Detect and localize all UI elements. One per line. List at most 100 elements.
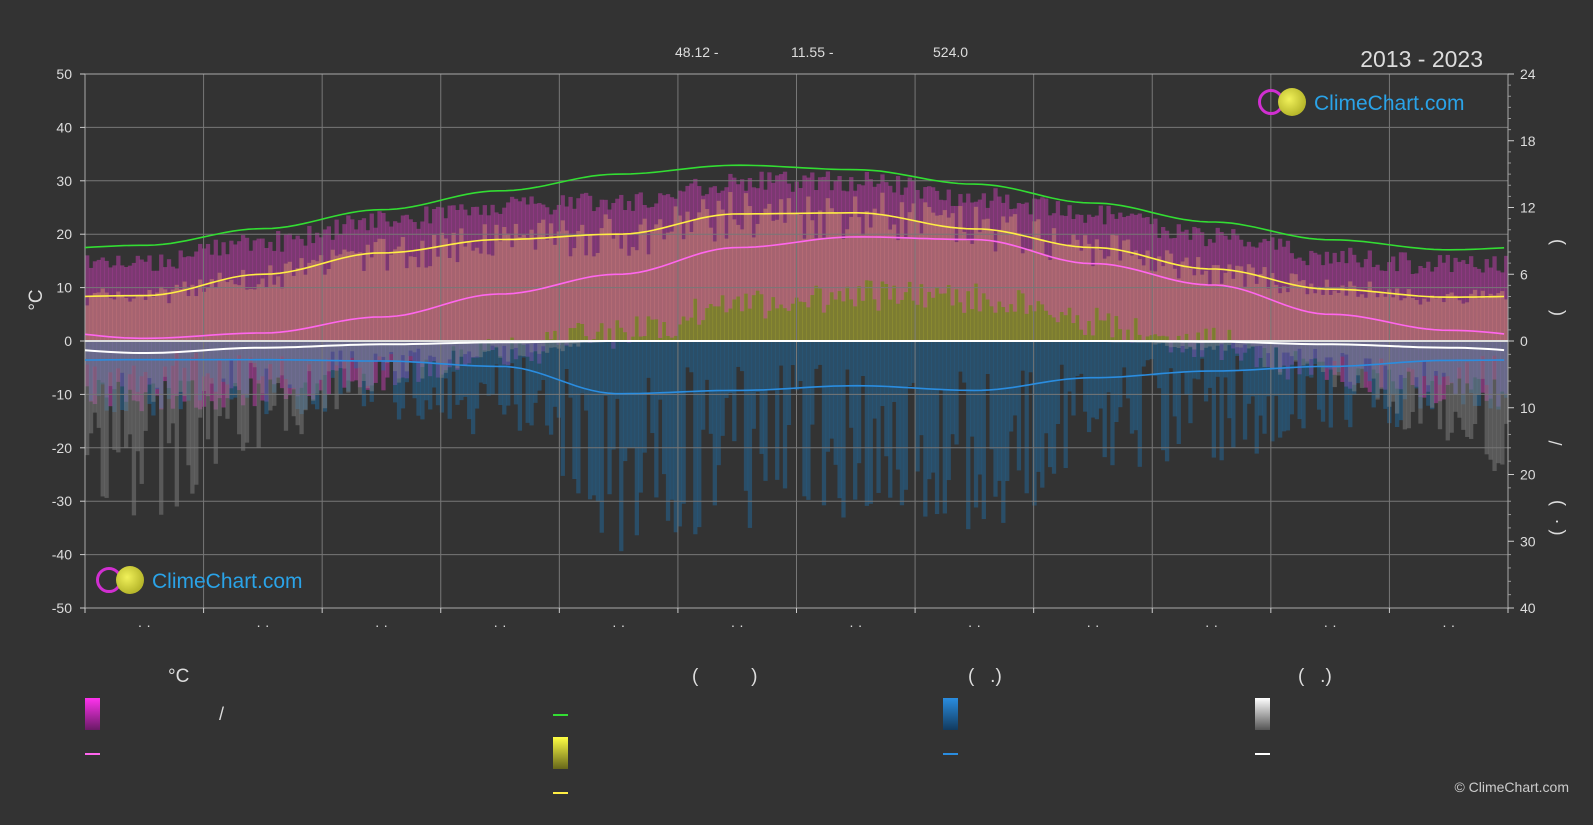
precip-day-bar [1496, 341, 1501, 410]
legend-daylight-line [553, 714, 568, 716]
temp-day-bar [264, 247, 269, 402]
temp-day-bar [1383, 270, 1388, 390]
temp-day-bar [1114, 218, 1119, 317]
sunshine-day-bar [1211, 265, 1217, 341]
precip-day-bar [1047, 341, 1053, 468]
sunshine-day-bar [1410, 297, 1415, 341]
precip-day-bar [1313, 341, 1318, 365]
temp-day-bar [611, 202, 616, 349]
precip-day-bar [1375, 341, 1380, 398]
temp-day-bar [962, 202, 967, 313]
temp-day-bar [1426, 261, 1431, 392]
snow-day-bar [1301, 341, 1306, 366]
temp-day-bar [139, 259, 144, 412]
precip-day-bar [1020, 341, 1025, 371]
temp-day-bar [942, 200, 947, 294]
precip-day-bar [1086, 341, 1092, 433]
temp-day-bar [1055, 201, 1061, 323]
temp-day-bar [521, 197, 526, 345]
temp-day-bar [1110, 214, 1115, 338]
precip-day-bar [950, 341, 955, 435]
sunshine-day-bar [330, 249, 335, 341]
precip-day-bar [931, 341, 936, 473]
sunshine-day-bar [1094, 239, 1100, 341]
temp-day-bar [350, 219, 355, 382]
temp-day-bar [1262, 238, 1267, 348]
snow-day-bar [1445, 341, 1450, 441]
snow-day-bar [1348, 341, 1353, 382]
right-axis-tick-label: 18 [1520, 133, 1536, 149]
precip-day-bar [1149, 341, 1154, 360]
daylight-line [84, 164, 1505, 251]
logo-top[interactable]: ClimeChart.com [1258, 88, 1465, 119]
temp-day-bar [213, 239, 218, 410]
precip-day-bar [1441, 341, 1447, 377]
x-axis-tick-label: · · [612, 617, 625, 633]
precip-day-bar [747, 341, 753, 528]
temp-day-bar [1032, 198, 1037, 312]
temp-day-bar [782, 171, 788, 309]
precip-day-bar [876, 341, 881, 493]
logo-text: ClimeChart.com [1314, 92, 1465, 115]
snow-day-bar [1383, 341, 1388, 366]
temp-day-bar [435, 206, 441, 378]
temp-day-bar [1005, 194, 1010, 313]
precip-day-bar [1449, 341, 1454, 383]
precip-day-bar [1394, 341, 1400, 428]
snow-day-bar [170, 341, 176, 424]
snow-day-bar [1375, 341, 1380, 400]
precip-day-bar [1012, 341, 1018, 416]
snow-day-bar [96, 341, 101, 428]
sunshine-day-bar [463, 246, 468, 341]
temp-day-bar [229, 240, 234, 389]
snow-day-bar [1394, 341, 1400, 414]
temp-day-bar [755, 188, 760, 291]
temp-day-bar [127, 265, 133, 390]
sunshine-day-bar [712, 241, 717, 341]
sunshine-day-bar [548, 223, 554, 341]
sunshine-day-bar [728, 192, 733, 341]
precip-day-bar [560, 341, 565, 476]
snow-day-bar [279, 341, 285, 376]
precip-day-bar [1297, 341, 1302, 420]
snow-day-bar [392, 341, 398, 372]
temp-day-bar [1359, 267, 1365, 369]
temp-day-bar [330, 239, 335, 371]
snow-day-bar [264, 341, 269, 369]
sunshine-day-bar [697, 212, 702, 341]
sunshine-day-bar [1445, 293, 1450, 341]
snow-day-bar [190, 341, 195, 494]
precip-day-bar [509, 341, 515, 364]
precip-day-bar [712, 341, 717, 506]
sunshine-day-bar [1075, 239, 1080, 341]
precip-day-bar [1044, 341, 1049, 434]
snow-day-bar [1207, 341, 1213, 347]
temp-day-bar [677, 190, 682, 325]
logo-bottom[interactable]: ClimeChart.com [96, 566, 303, 597]
sunshine-day-bar [1402, 298, 1408, 341]
sunshine-day-bar [1168, 253, 1174, 341]
precip-day-bar [638, 341, 643, 493]
sunshine-day-bar [1235, 265, 1240, 341]
sunshine-day-bar [256, 284, 261, 341]
left-axis-tick-label: 40 [56, 119, 72, 135]
temp-day-bar [478, 214, 484, 343]
precip-day-bar [1122, 341, 1127, 368]
temp-day-bar [806, 177, 811, 308]
precip-day-bar [966, 341, 971, 530]
sunshine-day-bar [572, 248, 577, 341]
snow-day-bar [381, 341, 386, 357]
snow-day-bar [1332, 341, 1337, 388]
temp-day-bar [1301, 260, 1306, 359]
sunshine-day-bar [1016, 232, 1022, 341]
sunshine-day-bar [736, 224, 741, 341]
sunshine-day-bar [1398, 300, 1404, 341]
temp-day-bar [1453, 257, 1458, 394]
precip-day-bar [1422, 341, 1427, 377]
snow-day-bar [1266, 341, 1271, 354]
snow-day-bar [287, 341, 293, 385]
precip-day-bar [1465, 341, 1470, 363]
temp-day-bar [1122, 217, 1127, 341]
sunshine-day-bar [938, 215, 944, 341]
